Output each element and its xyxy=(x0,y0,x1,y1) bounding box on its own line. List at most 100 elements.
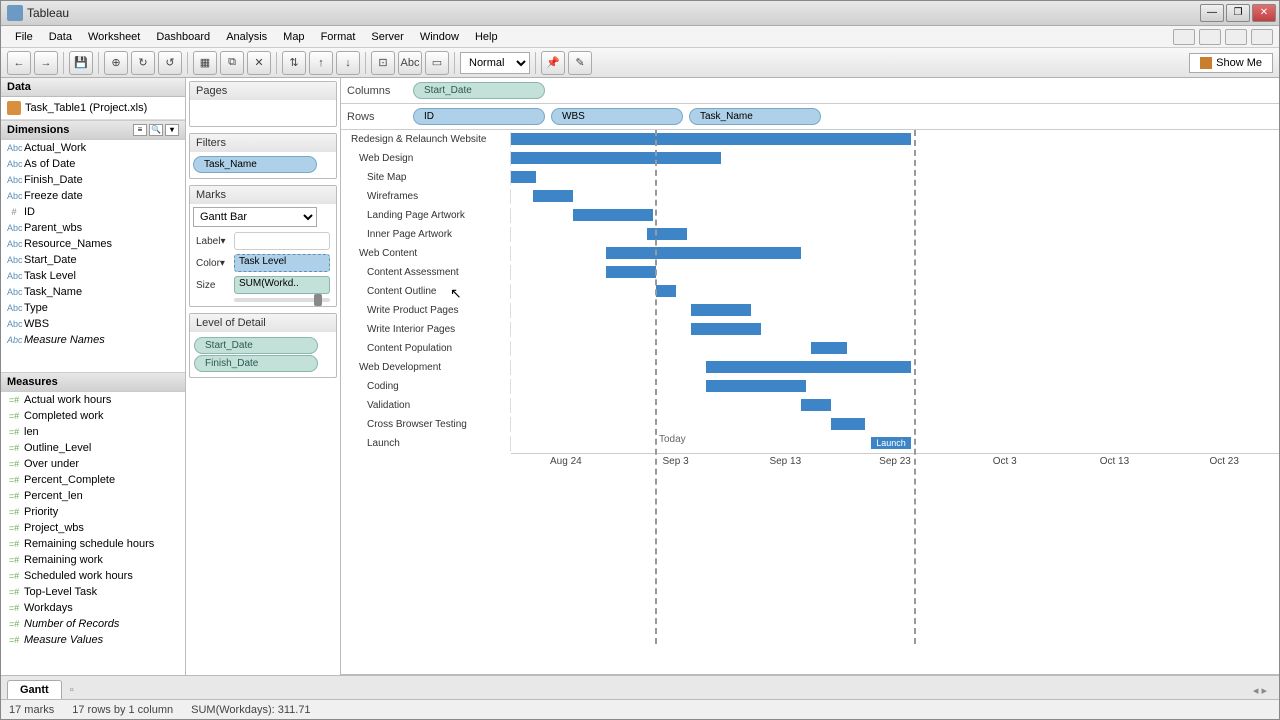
menu-format[interactable]: Format xyxy=(313,29,364,45)
duplicate-button[interactable]: ⧉ xyxy=(220,51,244,75)
dim-resource-names[interactable]: AbcResource_Names xyxy=(1,236,185,252)
label-button[interactable]: Abc xyxy=(398,51,422,75)
meas-priority[interactable]: =#Priority xyxy=(1,504,185,520)
gantt-bar[interactable] xyxy=(691,304,751,316)
row-pill-taskname[interactable]: Task_Name xyxy=(689,108,821,125)
dim-parent-wbs[interactable]: AbcParent_wbs xyxy=(1,220,185,236)
save-button[interactable]: 💾 xyxy=(69,51,93,75)
swap-button[interactable]: ⇅ xyxy=(282,51,306,75)
task-row[interactable]: Coding xyxy=(341,377,1279,396)
task-row[interactable]: Content Population xyxy=(341,339,1279,358)
back-button[interactable]: ← xyxy=(7,51,31,75)
gantt-bar[interactable] xyxy=(656,285,676,297)
filters-shelf[interactable]: Filters Task_Name xyxy=(189,133,337,179)
meas-completed-work[interactable]: =#Completed work xyxy=(1,408,185,424)
sort-desc-button[interactable]: ↓ xyxy=(336,51,360,75)
row-pill-id[interactable]: ID xyxy=(413,108,545,125)
close-button[interactable]: ✕ xyxy=(1252,4,1276,22)
task-row[interactable]: Inner Page Artwork xyxy=(341,225,1279,244)
gantt-chart[interactable]: Today Redesign & Relaunch WebsiteWeb Des… xyxy=(341,130,1279,675)
sort-asc-button[interactable]: ↑ xyxy=(309,51,333,75)
story-icon[interactable] xyxy=(1225,29,1247,45)
task-row[interactable]: Wireframes xyxy=(341,187,1279,206)
task-row[interactable]: Web Content xyxy=(341,244,1279,263)
label-drop[interactable] xyxy=(234,232,330,250)
gantt-bar[interactable] xyxy=(573,209,653,221)
maximize-button[interactable]: ❐ xyxy=(1226,4,1250,22)
dim-actual-work[interactable]: AbcActual_Work xyxy=(1,140,185,156)
gantt-bar[interactable] xyxy=(511,171,536,183)
clear-button[interactable]: ✕ xyxy=(247,51,271,75)
dim-type[interactable]: AbcType xyxy=(1,300,185,316)
columns-shelf[interactable]: Columns Start_Date xyxy=(341,78,1279,104)
gantt-bar[interactable] xyxy=(691,323,761,335)
meas-remaining-schedule-hours[interactable]: =#Remaining schedule hours xyxy=(1,536,185,552)
group-button[interactable]: ⊡ xyxy=(371,51,395,75)
meas-over-under[interactable]: =#Over under xyxy=(1,456,185,472)
lod-pill-finishdate[interactable]: Finish_Date xyxy=(194,355,318,372)
forward-button[interactable]: → xyxy=(34,51,58,75)
dim-wbs[interactable]: AbcWBS xyxy=(1,316,185,332)
task-row[interactable]: Content Assessment xyxy=(341,263,1279,282)
menu-help[interactable]: Help xyxy=(467,29,506,45)
color-drop[interactable]: Task Level xyxy=(234,254,330,272)
pages-shelf[interactable]: Pages xyxy=(189,81,337,127)
task-row[interactable]: Write Product Pages xyxy=(341,301,1279,320)
gantt-bar[interactable] xyxy=(706,380,806,392)
minimize-button[interactable]: — xyxy=(1200,4,1224,22)
task-row[interactable]: Site Map xyxy=(341,168,1279,187)
workspace-icon[interactable] xyxy=(1173,29,1195,45)
gantt-bar[interactable] xyxy=(606,247,801,259)
row-pill-wbs[interactable]: WBS xyxy=(551,108,683,125)
dim-finish-date[interactable]: AbcFinish_Date xyxy=(1,172,185,188)
gantt-bar[interactable] xyxy=(511,152,721,164)
meas-top-level-task[interactable]: =#Top-Level Task xyxy=(1,584,185,600)
connect-button[interactable]: ⊕ xyxy=(104,51,128,75)
task-row[interactable]: Landing Page Artwork xyxy=(341,206,1279,225)
gantt-bar[interactable] xyxy=(831,418,865,430)
dashboard-icon[interactable] xyxy=(1199,29,1221,45)
size-slider[interactable] xyxy=(234,298,330,302)
lod-pill-startdate[interactable]: Start_Date xyxy=(194,337,318,354)
gantt-bar[interactable]: Launch xyxy=(871,437,911,449)
showme-button[interactable]: Show Me xyxy=(1189,53,1273,73)
gantt-bar[interactable] xyxy=(511,133,911,145)
task-row[interactable]: Cross Browser Testing xyxy=(341,415,1279,434)
lod-shelf[interactable]: Level of Detail Start_Date Finish_Date xyxy=(189,313,337,378)
home-icon[interactable] xyxy=(1251,29,1273,45)
menu-analysis[interactable]: Analysis xyxy=(218,29,275,45)
dim-as-of-date[interactable]: AbcAs of Date xyxy=(1,156,185,172)
task-row[interactable]: Content Outline xyxy=(341,282,1279,301)
fit-select[interactable]: Normal xyxy=(460,52,530,74)
dim-task-name[interactable]: AbcTask_Name xyxy=(1,284,185,300)
col-pill-startdate[interactable]: Start_Date xyxy=(413,82,545,99)
dim-measure-names[interactable]: AbcMeasure Names xyxy=(1,332,185,348)
menu-data[interactable]: Data xyxy=(41,29,80,45)
task-row[interactable]: Redesign & Relaunch Website xyxy=(341,130,1279,149)
menu-worksheet[interactable]: Worksheet xyxy=(80,29,148,45)
meas-measure-values[interactable]: =#Measure Values xyxy=(1,632,185,648)
meas-len[interactable]: =#len xyxy=(1,424,185,440)
dim-freeze-date[interactable]: AbcFreeze date xyxy=(1,188,185,204)
meas-percent-complete[interactable]: =#Percent_Complete xyxy=(1,472,185,488)
task-row[interactable]: Web Development xyxy=(341,358,1279,377)
menu-icon[interactable]: ▾ xyxy=(165,124,179,136)
new-sheet-button[interactable]: ▦ xyxy=(193,51,217,75)
gantt-bar[interactable] xyxy=(811,342,847,354)
gantt-bar[interactable] xyxy=(647,228,687,240)
menu-map[interactable]: Map xyxy=(275,29,312,45)
highlight-button[interactable]: ✎ xyxy=(568,51,592,75)
meas-number-of-records[interactable]: =#Number of Records xyxy=(1,616,185,632)
gantt-bar[interactable] xyxy=(801,399,831,411)
gantt-bar[interactable] xyxy=(706,361,911,373)
meas-actual-work-hours[interactable]: =#Actual work hours xyxy=(1,392,185,408)
find-icon[interactable]: 🔍 xyxy=(149,124,163,136)
meas-project-wbs[interactable]: =#Project_wbs xyxy=(1,520,185,536)
rows-shelf[interactable]: Rows ID WBS Task_Name xyxy=(341,104,1279,130)
dim-id[interactable]: #ID xyxy=(1,204,185,220)
tab-scroll[interactable]: ◂ ▸ xyxy=(1247,682,1273,699)
data-source[interactable]: Task_Table1 (Project.xls) xyxy=(1,97,185,120)
filter-pill-taskname[interactable]: Task_Name xyxy=(193,156,317,173)
refresh-button[interactable]: ↻ xyxy=(131,51,155,75)
mark-type-select[interactable]: Gantt Bar xyxy=(193,207,317,227)
